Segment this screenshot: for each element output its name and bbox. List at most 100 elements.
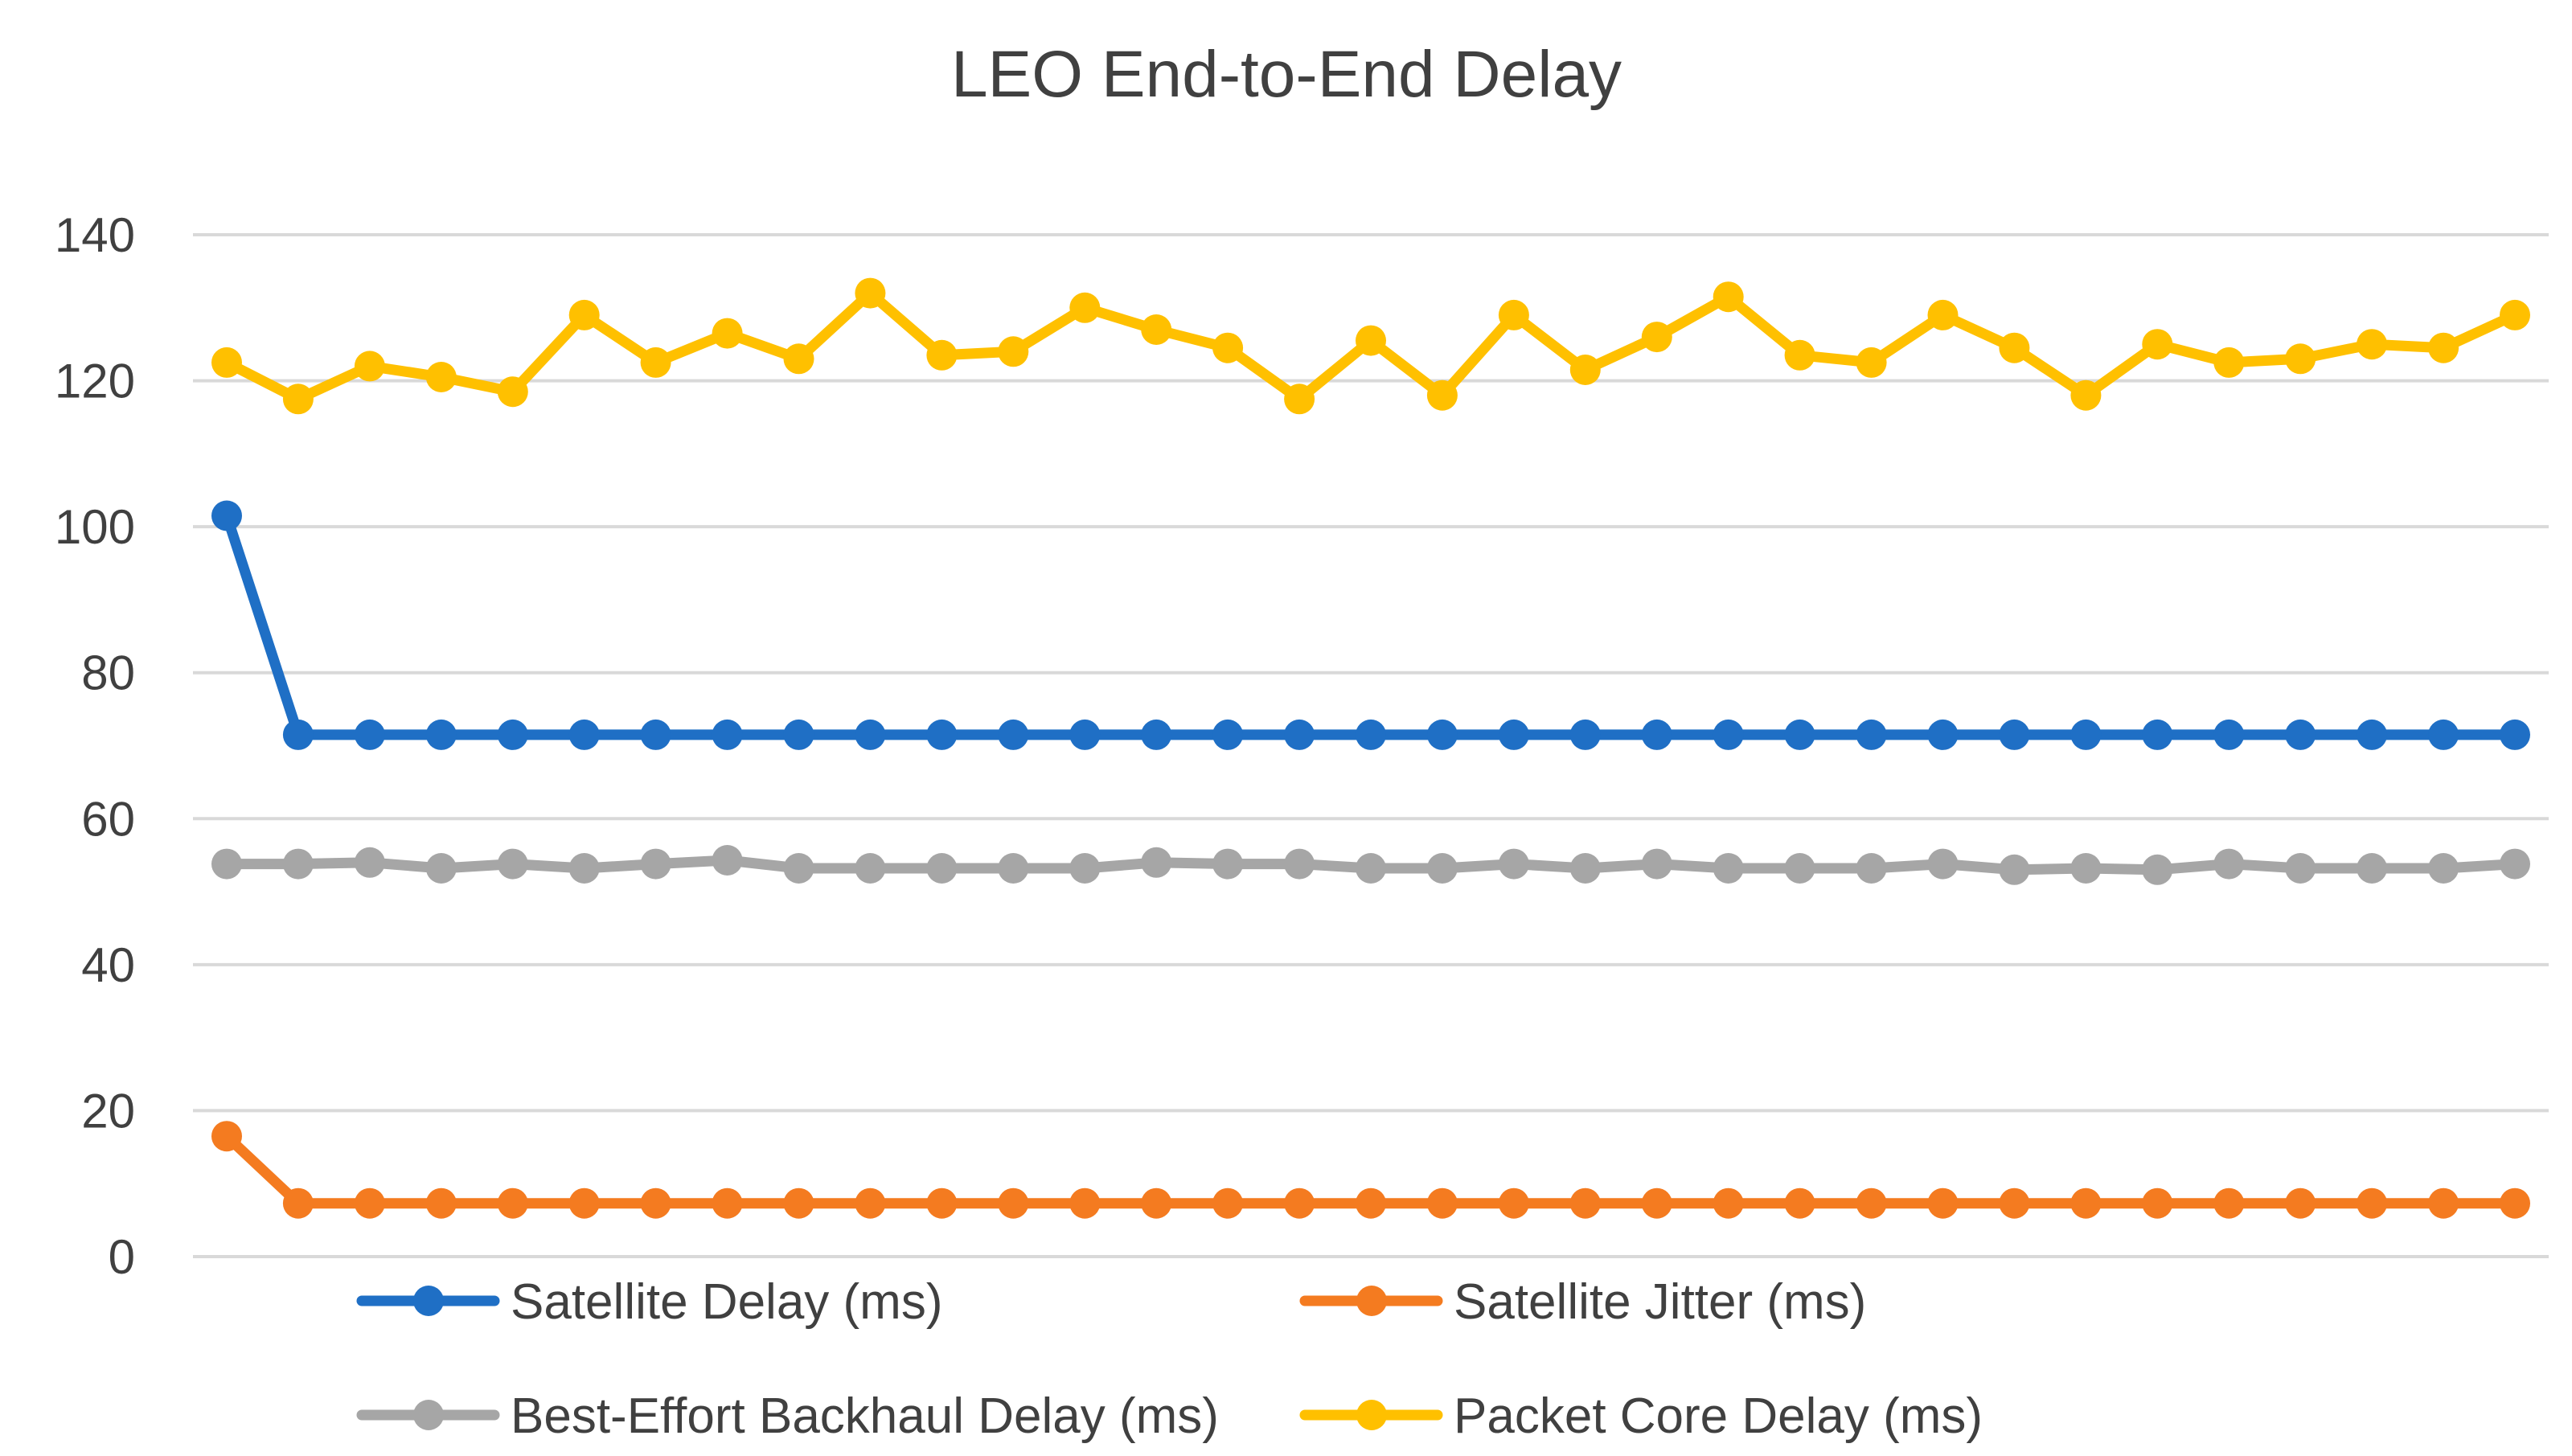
data-point	[282, 383, 314, 415]
data-point	[855, 853, 886, 884]
data-point	[2357, 1187, 2388, 1219]
data-point	[1356, 1187, 1386, 1219]
y-tick-label: 0	[109, 1230, 135, 1284]
data-point	[712, 719, 743, 750]
data-point	[640, 848, 671, 880]
data-point	[1284, 848, 1315, 880]
legend-swatch-marker	[413, 1400, 444, 1430]
legend-swatch-marker	[413, 1286, 444, 1316]
data-point	[1641, 719, 1672, 750]
y-tick-label: 100	[55, 500, 135, 554]
data-point	[568, 719, 600, 750]
data-point	[926, 339, 958, 371]
data-point	[712, 845, 743, 876]
data-point	[568, 299, 600, 330]
data-point	[1426, 853, 1458, 884]
data-point	[640, 1187, 671, 1219]
legend-label: Best-Effort Backhaul Delay (ms)	[511, 1388, 1219, 1444]
data-point	[1856, 1187, 1887, 1219]
data-point	[1856, 853, 1887, 884]
data-point	[1356, 853, 1386, 884]
data-point	[211, 1121, 242, 1152]
data-point	[1498, 299, 1529, 330]
series-line-satellite-delay-ms	[221, 511, 2521, 740]
series-packet-core-delay-ms	[211, 277, 2530, 415]
data-point	[1641, 848, 1672, 880]
y-tick-label: 140	[55, 208, 135, 262]
data-point	[1999, 854, 2030, 885]
data-point	[1927, 299, 1959, 330]
data-point	[1284, 719, 1315, 750]
data-point	[425, 362, 457, 392]
data-point	[2285, 853, 2316, 884]
legend-label: Packet Core Delay (ms)	[1454, 1388, 1983, 1444]
data-point	[1426, 1187, 1458, 1219]
data-point	[926, 1187, 958, 1219]
legend-label: Satellite Jitter (ms)	[1454, 1274, 1866, 1330]
data-point	[1356, 325, 1386, 356]
data-point	[2500, 719, 2530, 750]
data-point	[2428, 853, 2459, 884]
data-point	[1641, 1187, 1672, 1219]
legend: Satellite Delay (ms) Satellite Jitter (ms…	[356, 1274, 1983, 1444]
data-point	[2500, 848, 2530, 880]
data-point	[1498, 719, 1529, 750]
legend-item: Best-Effort Backhaul Delay (ms)	[356, 1388, 1219, 1444]
data-point	[425, 1187, 457, 1219]
data-point	[1713, 281, 1744, 313]
data-point	[282, 848, 314, 880]
data-point	[1284, 383, 1315, 415]
legend-swatch-marker	[1356, 1400, 1387, 1430]
data-point	[783, 1187, 814, 1219]
y-tick-label: 120	[55, 355, 135, 408]
data-point	[354, 1187, 385, 1219]
data-point	[1856, 719, 1887, 750]
data-point	[1141, 847, 1172, 878]
data-point	[497, 719, 528, 750]
data-point	[712, 318, 743, 349]
data-point	[1498, 848, 1529, 880]
legend-item: Satellite Delay (ms)	[356, 1274, 942, 1330]
data-point	[2500, 299, 2530, 330]
data-point	[2428, 1187, 2459, 1219]
legend-item: Satellite Jitter (ms)	[1299, 1274, 1866, 1330]
data-point	[497, 848, 528, 880]
data-point	[783, 853, 814, 884]
data-point	[1856, 347, 1887, 378]
data-point	[1784, 853, 1815, 884]
data-point	[1927, 848, 1959, 880]
data-point	[1498, 1187, 1529, 1219]
data-point	[1999, 332, 2030, 363]
data-point	[783, 343, 814, 375]
data-point	[855, 719, 886, 750]
data-point	[1569, 853, 1601, 884]
data-point	[2070, 1187, 2102, 1219]
data-point	[568, 1187, 600, 1219]
data-point	[1141, 719, 1172, 750]
data-point	[1356, 719, 1386, 750]
data-point	[211, 848, 242, 880]
data-point	[1999, 1187, 2030, 1219]
data-point	[1927, 719, 1959, 750]
data-point	[2142, 329, 2173, 360]
data-point	[1784, 339, 1815, 371]
data-point	[1569, 719, 1601, 750]
data-point	[1212, 332, 1244, 363]
data-point	[2070, 853, 2102, 884]
data-point	[998, 1187, 1029, 1219]
data-point	[2357, 719, 2388, 750]
data-point	[2500, 1187, 2530, 1219]
data-point	[568, 853, 600, 884]
legend-swatch-marker	[1356, 1286, 1387, 1316]
data-point	[2428, 719, 2459, 750]
data-point	[1713, 853, 1744, 884]
data-point	[1069, 292, 1101, 323]
data-point	[2213, 1187, 2245, 1219]
y-tick-label: 20	[81, 1084, 135, 1138]
data-point	[2213, 848, 2245, 880]
data-point	[282, 719, 314, 750]
y-axis-tick-labels: 0 20 40 60 80 100 120 140	[55, 208, 135, 1284]
data-point	[1641, 322, 1672, 353]
data-point	[1569, 1187, 1601, 1219]
